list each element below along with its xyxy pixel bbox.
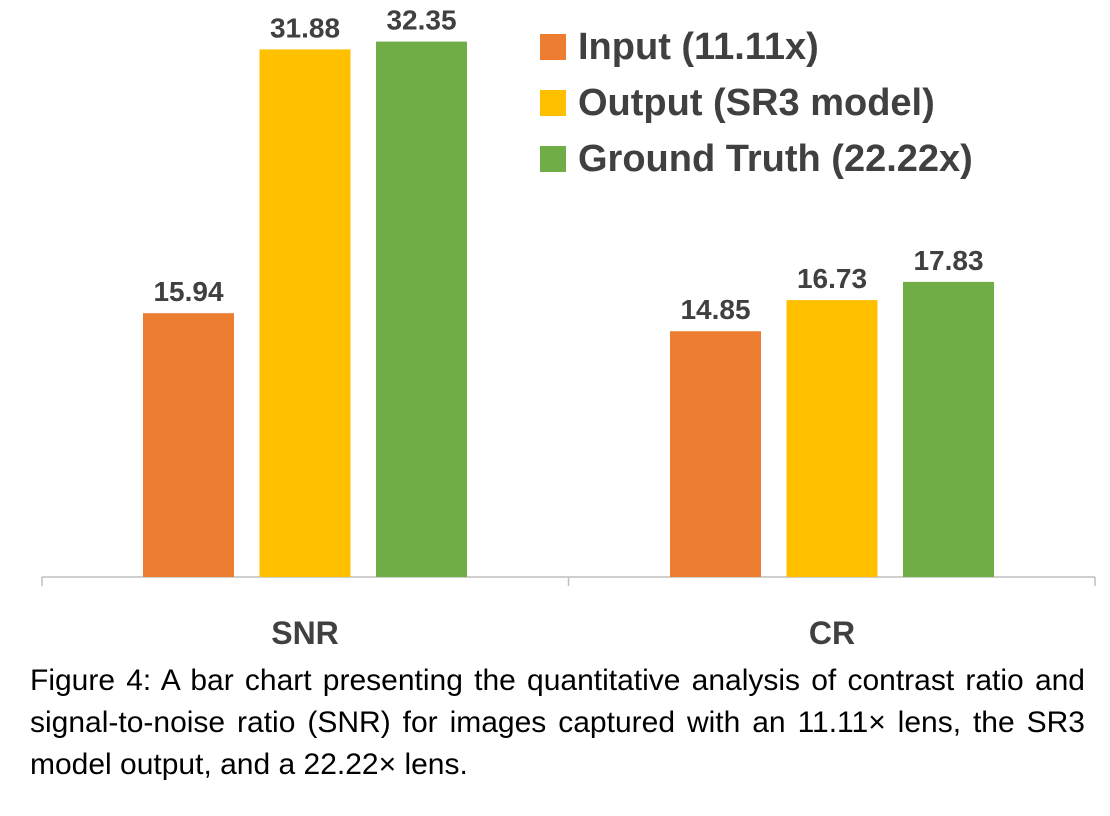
bar-value-label: 16.73 — [797, 263, 867, 294]
bar-value-label: 32.35 — [386, 5, 456, 36]
bar-cr-series-3 — [903, 281, 994, 577]
bar-value-label: 31.88 — [270, 12, 340, 43]
legend-entry: Ground Truth (22.22x) — [578, 138, 973, 180]
x-tick-label: SNR — [271, 615, 339, 651]
bar-value-label: 15.94 — [153, 276, 223, 307]
bar-snr-series-1 — [143, 313, 234, 577]
bar-cr-series-1 — [670, 331, 761, 577]
bar-cr-series-2 — [786, 300, 878, 577]
figure-caption: Figure 4: A bar chart presenting the qua… — [30, 664, 1085, 781]
legend-entry: Input (11.11x) — [578, 26, 819, 68]
legend-swatch — [540, 34, 566, 60]
bar-chart: 15.94 14.85 31.88 16.73 32.35 17.83 SNR CR Input… — [41, 5, 1096, 651]
bar-snr-series-3 — [376, 41, 467, 578]
legend-entry: Output (SR3 model) — [578, 82, 935, 124]
bar-value-label: 14.85 — [680, 294, 750, 325]
bar-snr-series-2 — [259, 49, 351, 578]
bar-value-label: 17.83 — [913, 245, 983, 276]
legend-swatch — [540, 146, 566, 172]
x-tick-label: CR — [809, 615, 855, 651]
legend-swatch — [540, 90, 566, 116]
